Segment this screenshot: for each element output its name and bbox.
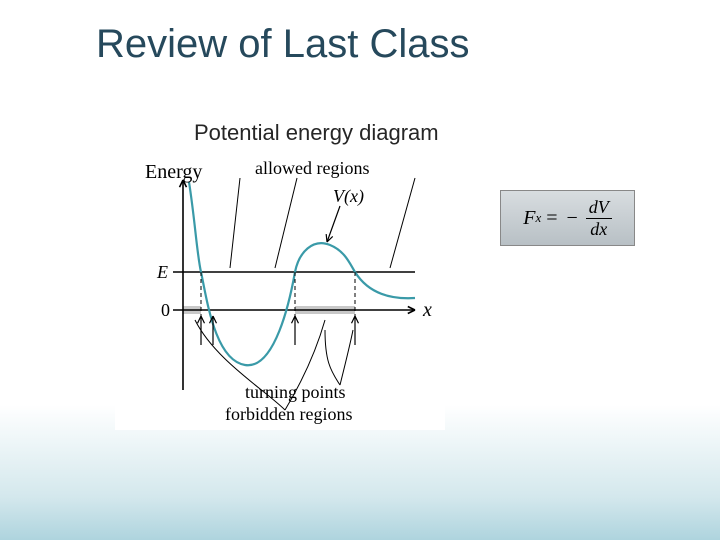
svg-text:x: x bbox=[422, 299, 432, 321]
slide-subtitle: Potential energy diagram bbox=[194, 120, 439, 146]
formula-lhs-sub: x bbox=[535, 210, 541, 226]
force-formula-box: Fx = − dV dx bbox=[500, 190, 635, 246]
formula-numerator: dV bbox=[586, 197, 612, 219]
svg-text:allowed regions: allowed regions bbox=[255, 160, 369, 178]
svg-text:turning points: turning points bbox=[245, 382, 346, 402]
svg-text:0: 0 bbox=[161, 300, 170, 320]
formula-fraction: dV dx bbox=[586, 197, 612, 240]
potential-energy-diagram: Energy allowed regions V(x) x E 0 turning poin… bbox=[115, 160, 445, 430]
formula-denominator: dx bbox=[587, 219, 610, 240]
svg-text:V(x): V(x) bbox=[333, 186, 364, 207]
formula-neg: − bbox=[567, 207, 578, 230]
formula-lhs-base: F bbox=[523, 207, 535, 230]
svg-text:E: E bbox=[156, 262, 168, 282]
formula-eq: = bbox=[546, 207, 557, 230]
slide-title: Review of Last Class bbox=[96, 22, 469, 67]
svg-text:forbidden regions: forbidden regions bbox=[225, 404, 352, 424]
svg-text:Energy: Energy bbox=[145, 161, 202, 183]
